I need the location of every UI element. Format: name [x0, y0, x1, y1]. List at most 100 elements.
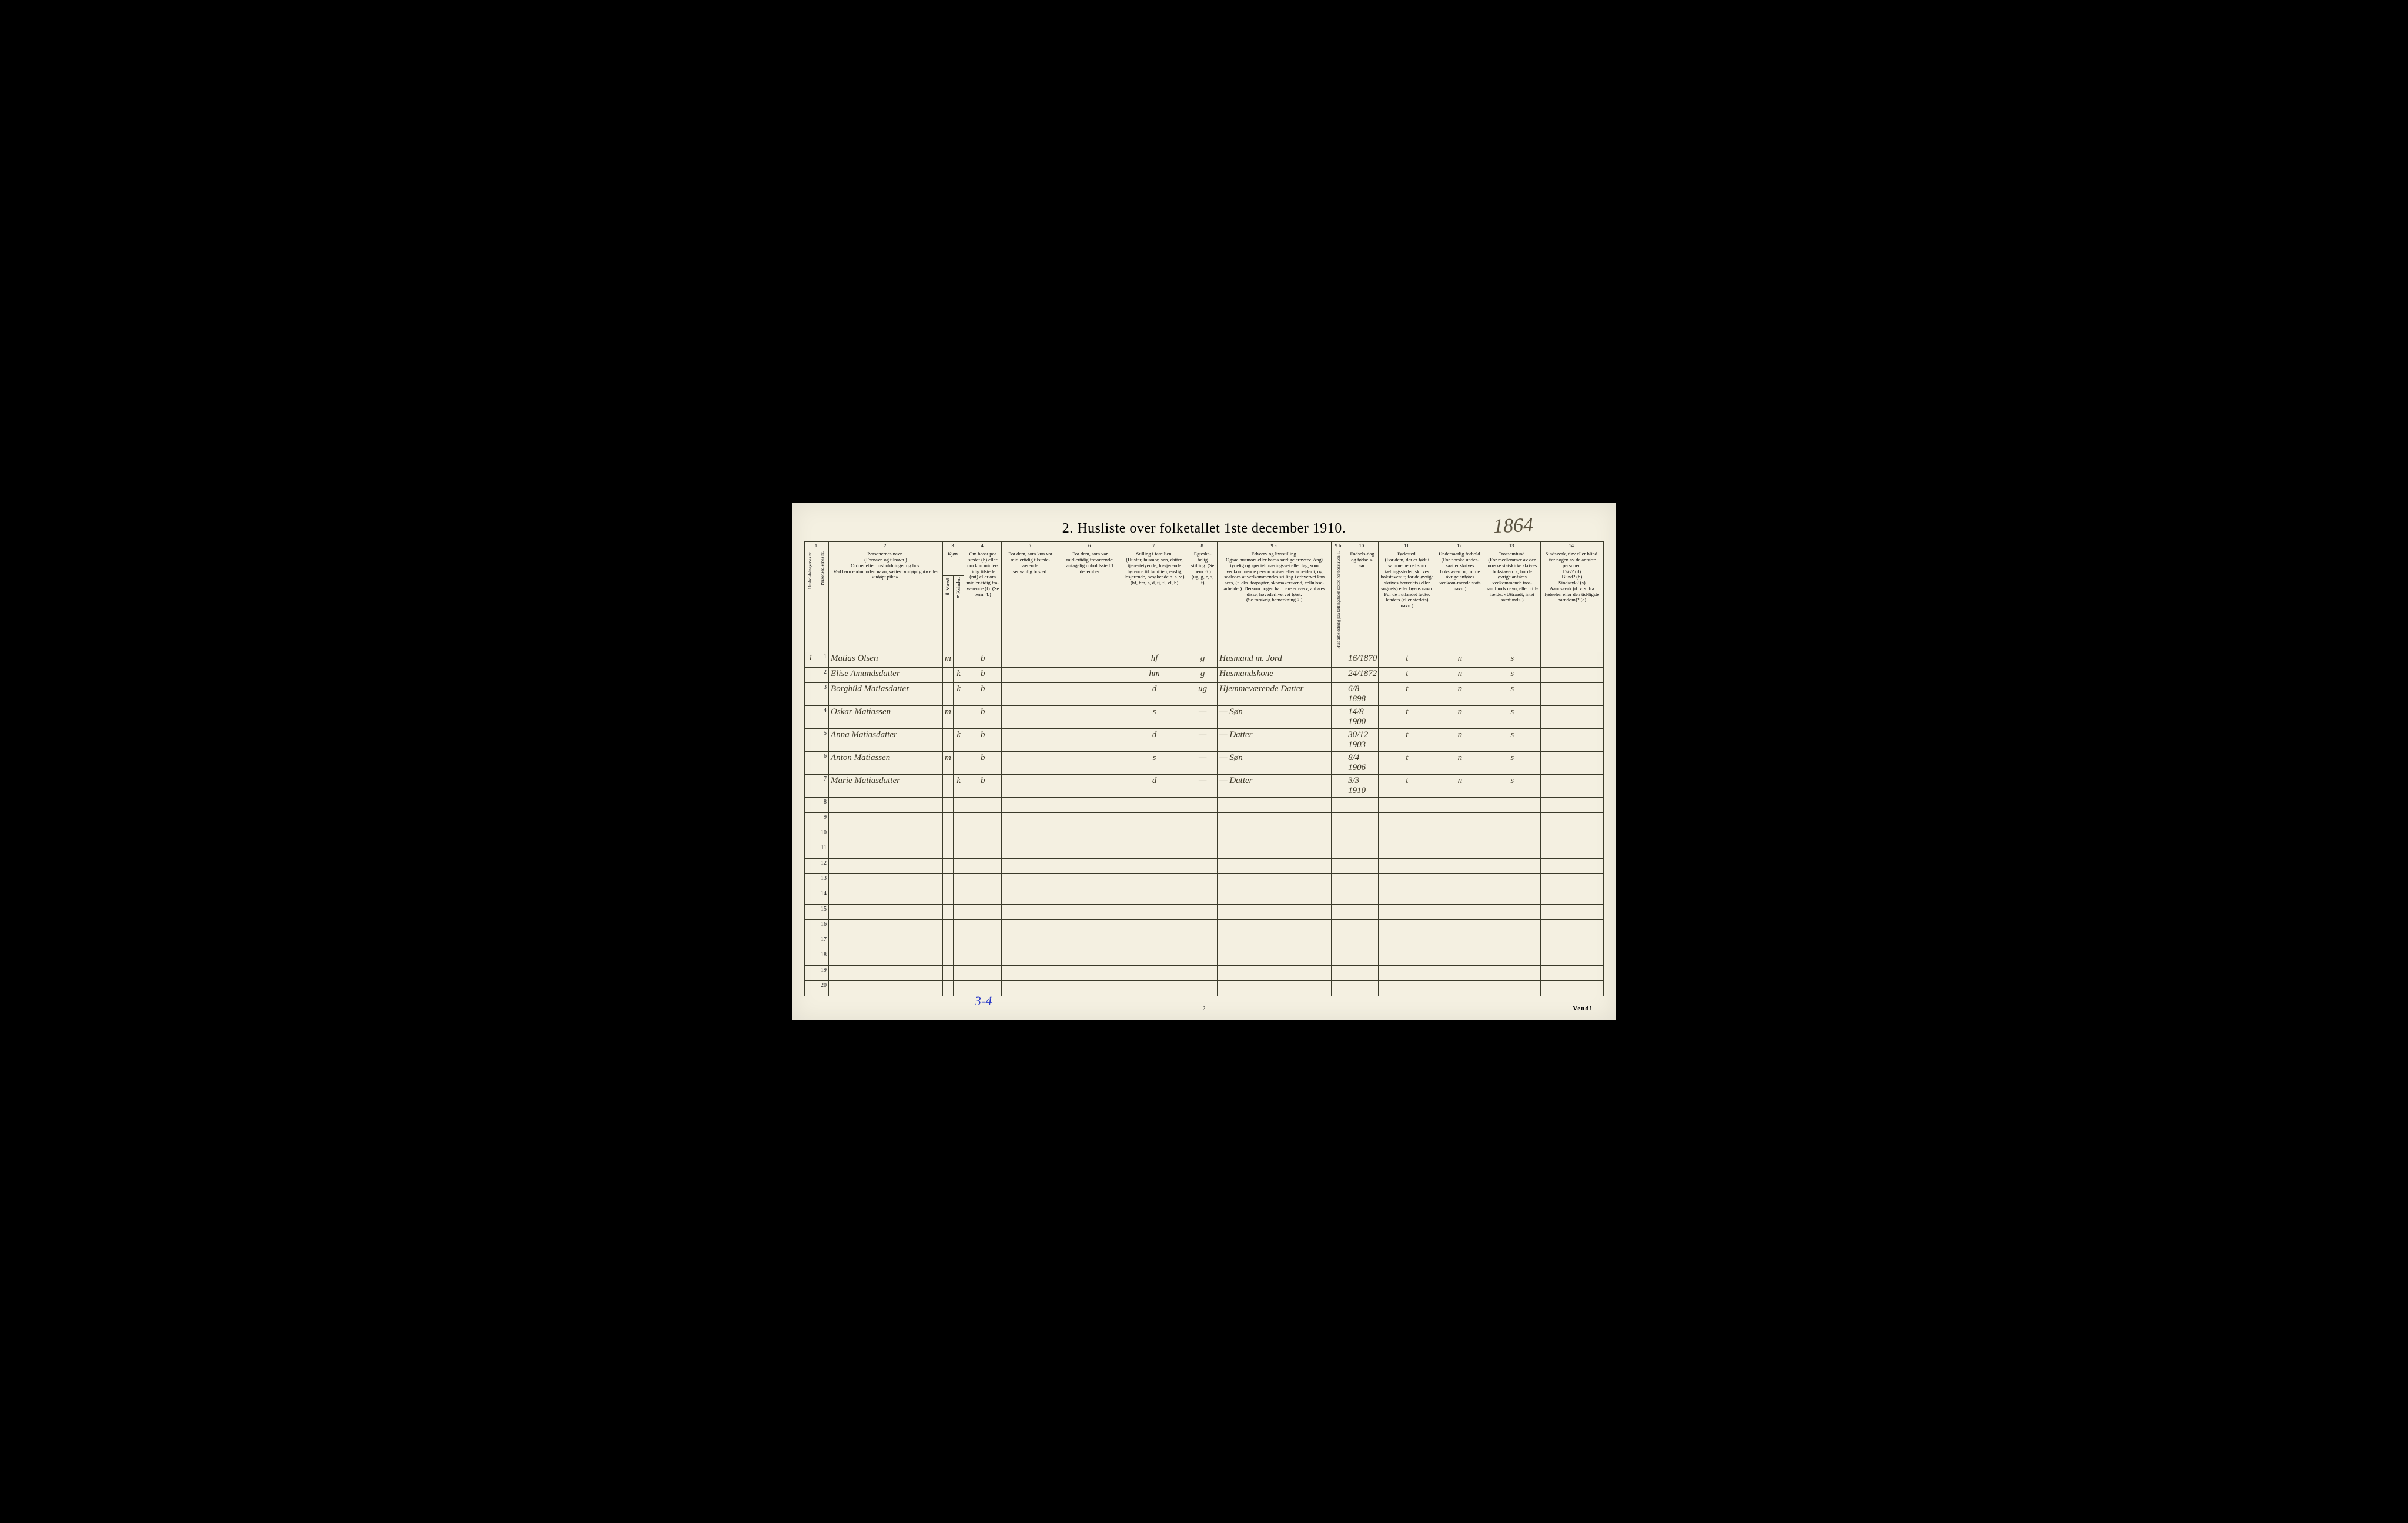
- table-row: 11Matias OlsenmbhfgHusmand m. Jord16/187…: [805, 652, 1604, 667]
- cell: Elise Amundsdatter: [829, 667, 943, 682]
- census-table: 1. 2. 3. 4. 5. 6. 7. 8. 9 a. 9 b. 10. 11…: [804, 541, 1604, 996]
- cell: [829, 980, 943, 996]
- cell: [1059, 797, 1121, 812]
- cell: [1121, 904, 1188, 919]
- cell: Husmandskone: [1218, 667, 1332, 682]
- cell: [1002, 904, 1059, 919]
- cell: [964, 812, 1002, 828]
- cell: [1188, 935, 1218, 950]
- cell: [1540, 858, 1603, 873]
- cell: [1346, 843, 1379, 858]
- colnum-1: 1.: [805, 541, 829, 550]
- table-header: 1. 2. 3. 4. 5. 6. 7. 8. 9 a. 9 b. 10. 11…: [805, 541, 1604, 652]
- cell: [1002, 812, 1059, 828]
- cell: [954, 919, 964, 935]
- cell: [1059, 774, 1121, 797]
- cell: [1540, 797, 1603, 812]
- cell: [805, 705, 817, 728]
- cell: [805, 980, 817, 996]
- cell: [1540, 935, 1603, 950]
- cell: [1378, 980, 1436, 996]
- cell: n: [1436, 728, 1484, 751]
- cell: [942, 889, 953, 904]
- cell: [1540, 774, 1603, 797]
- cell: Borghild Matiasdatter: [829, 682, 943, 705]
- cell: [805, 682, 817, 705]
- cell: 17: [817, 935, 829, 950]
- cell: [1002, 797, 1059, 812]
- cell: [954, 828, 964, 843]
- cell: [954, 751, 964, 774]
- cell: [942, 843, 953, 858]
- cell: [1059, 652, 1121, 667]
- cell: [1121, 889, 1188, 904]
- cell: [1540, 950, 1603, 965]
- cell: 8: [817, 797, 829, 812]
- cell: [954, 873, 964, 889]
- table-row: 2Elise AmundsdatterkbhmgHusmandskone24/1…: [805, 667, 1604, 682]
- cell: 6: [817, 751, 829, 774]
- cell: 5: [817, 728, 829, 751]
- cell: [942, 935, 953, 950]
- cell: [1059, 889, 1121, 904]
- cell: [1436, 843, 1484, 858]
- hdr-name: Personernes navn. (Fornavn og tilnavn.) …: [829, 550, 943, 652]
- cell: [1002, 774, 1059, 797]
- cell: [1059, 751, 1121, 774]
- cell: g: [1188, 667, 1218, 682]
- cell: [1332, 797, 1346, 812]
- cell: 14: [817, 889, 829, 904]
- cell: [942, 774, 953, 797]
- cell: [954, 858, 964, 873]
- table-row: 14: [805, 889, 1604, 904]
- cell: s: [1484, 728, 1540, 751]
- cell: [942, 950, 953, 965]
- cell: [829, 873, 943, 889]
- cell: [1121, 935, 1188, 950]
- cell: 7: [817, 774, 829, 797]
- cell: hm: [1121, 667, 1188, 682]
- hdr-residence: Om bosat paa stedet (b) eller om kun mid…: [964, 550, 1002, 652]
- cell: 20: [817, 980, 829, 996]
- cell: [1002, 652, 1059, 667]
- table-row: 3Borghild MatiasdatterkbdugHjemmeværende…: [805, 682, 1604, 705]
- cell: [942, 965, 953, 980]
- cell: [1059, 705, 1121, 728]
- title-row: 2. Husliste over folketallet 1ste decemb…: [804, 521, 1604, 537]
- cell: [1346, 858, 1379, 873]
- colnum-9a: 9 a.: [1218, 541, 1332, 550]
- cell: [1059, 812, 1121, 828]
- cell: [1059, 935, 1121, 950]
- cell: [964, 797, 1002, 812]
- cell: — Søn: [1218, 705, 1332, 728]
- cell: 12: [817, 858, 829, 873]
- cell: m: [942, 652, 953, 667]
- table-row: 19: [805, 965, 1604, 980]
- cell: [1484, 828, 1540, 843]
- cell: [1378, 828, 1436, 843]
- cell: s: [1121, 705, 1188, 728]
- cell: [1378, 935, 1436, 950]
- cell: 11: [817, 843, 829, 858]
- cell: [964, 873, 1002, 889]
- table-row: 16: [805, 919, 1604, 935]
- cell: [1059, 965, 1121, 980]
- cell: [1188, 980, 1218, 996]
- cell: [1484, 889, 1540, 904]
- cell: —: [1188, 751, 1218, 774]
- cell: [1540, 682, 1603, 705]
- cell: [1436, 935, 1484, 950]
- cell: [942, 728, 953, 751]
- cell: [1121, 797, 1188, 812]
- cell: b: [964, 682, 1002, 705]
- cell: —: [1188, 728, 1218, 751]
- colnum-5: 5.: [1002, 541, 1059, 550]
- cell: [1332, 843, 1346, 858]
- cell: Hjemmeværende Datter: [1218, 682, 1332, 705]
- cell: [964, 950, 1002, 965]
- cell: [1218, 980, 1332, 996]
- cell: [1218, 828, 1332, 843]
- cell: k: [954, 774, 964, 797]
- cell: [1436, 965, 1484, 980]
- cell: 10: [817, 828, 829, 843]
